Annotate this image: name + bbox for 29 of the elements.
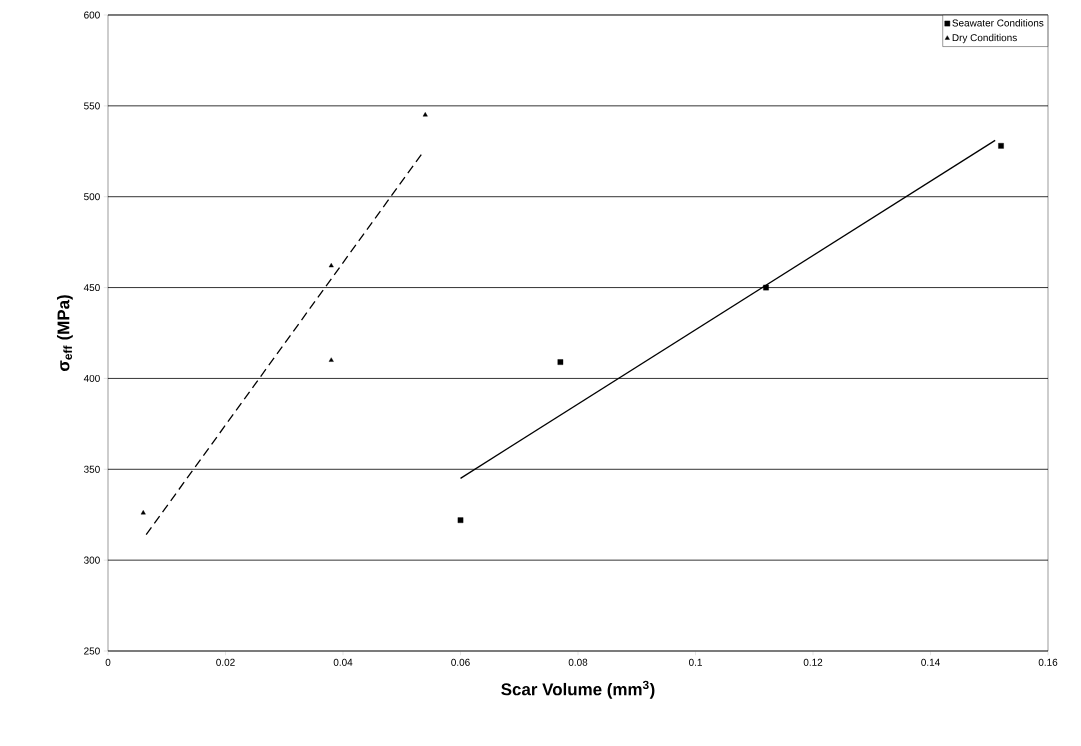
- y-tick-label: 450: [83, 284, 100, 292]
- y-tick-label: 550: [84, 102, 100, 110]
- x-tick-label: 0.12: [803, 658, 823, 666]
- point: [763, 284, 769, 291]
- x-axis-title: Scar Volume (mm$^{3}$): [501, 680, 655, 699]
- x-tick-label: 0.06: [451, 658, 470, 666]
- x-tick-label: 0.02: [216, 658, 235, 666]
- legend-label: Dry Conditions: [952, 33, 1017, 44]
- point: [557, 359, 564, 365]
- x-tick-label: 0.16: [1038, 658, 1058, 666]
- x-tick-label: 0.1: [688, 658, 702, 666]
- y-tick-label: 350: [83, 465, 100, 473]
- point: [328, 262, 334, 268]
- point: [998, 143, 1004, 149]
- x-tick-label: 0: [105, 658, 111, 666]
- y-tick-label: 400: [83, 374, 100, 382]
- y-axis-title: σ$_{eff}$ (MPa): [56, 295, 73, 372]
- y-tick-label: 250: [84, 647, 100, 655]
- point: [457, 517, 464, 523]
- point: [140, 510, 146, 515]
- legend-label: Seawater Conditions: [952, 19, 1044, 27]
- x-tick-label: 0.14: [921, 658, 940, 666]
- x-tick-label: 0.08: [568, 658, 588, 666]
- point: [422, 112, 428, 117]
- point: [328, 357, 334, 362]
- y-tick-label: 300: [83, 556, 100, 564]
- y-tick-label: 500: [84, 193, 100, 201]
- y-tick-label: 600: [84, 11, 100, 19]
- x-tick-label: 0.04: [333, 658, 353, 666]
